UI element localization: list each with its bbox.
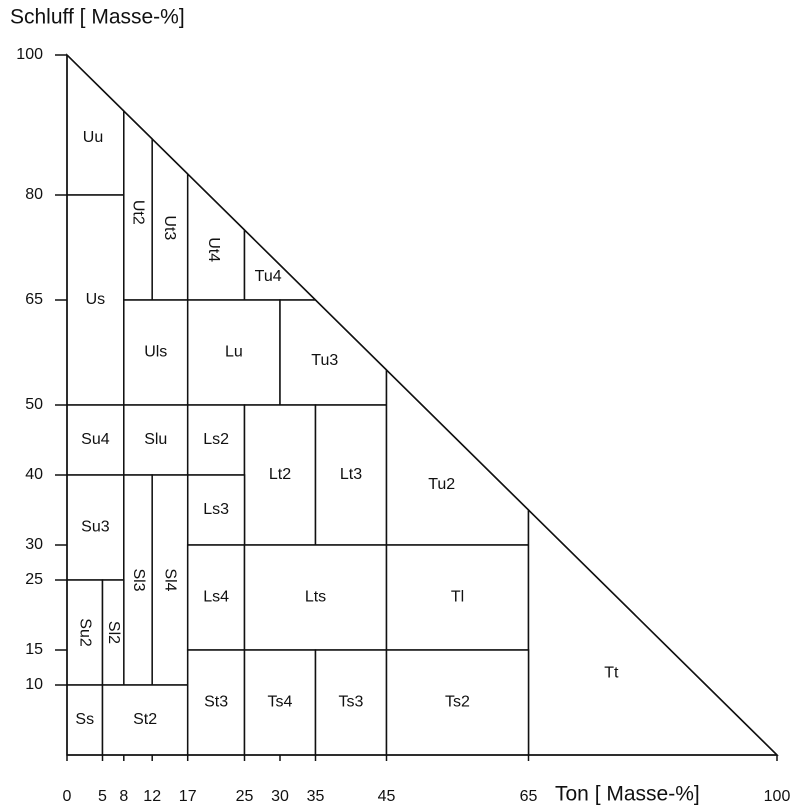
y-tick-label: 50 <box>25 396 43 413</box>
y-tick-label: 30 <box>25 536 43 553</box>
y-tick-label: 65 <box>25 291 43 308</box>
region-label: Sl4 <box>162 568 179 591</box>
y-tick-label: 15 <box>25 641 43 658</box>
region-label: Tl <box>451 589 464 606</box>
x-tick-label: 25 <box>236 788 254 805</box>
x-tick-label: 0 <box>63 788 72 805</box>
y-tick-label: 10 <box>25 676 43 693</box>
soil-region <box>385 368 530 546</box>
region-label: St3 <box>204 694 228 711</box>
x-tick-label: 8 <box>119 788 128 805</box>
region-label: Ss <box>75 711 94 728</box>
x-tick-label: 35 <box>307 788 325 805</box>
region-label: Tu4 <box>255 268 282 285</box>
region-label: Uls <box>144 344 167 361</box>
region-label: Ls3 <box>203 501 229 518</box>
region-label: Us <box>86 291 106 308</box>
region-label: Ut2 <box>129 200 146 225</box>
region-label: Sl2 <box>105 621 122 644</box>
region-label: Su4 <box>81 431 110 448</box>
x-tick-label: 100 <box>764 788 791 805</box>
x-tick-label: 65 <box>520 788 538 805</box>
region-label: Su2 <box>77 618 94 647</box>
region-label: Ts2 <box>445 694 470 711</box>
region-label: Ut3 <box>161 215 178 240</box>
region-label: Tu2 <box>428 476 455 493</box>
region-label: Lt2 <box>269 466 291 483</box>
region-label: St2 <box>133 711 157 728</box>
region-label: Ts3 <box>339 694 364 711</box>
x-tick-label: 12 <box>143 788 161 805</box>
region-label: Ts4 <box>268 694 293 711</box>
region-label: Sl3 <box>130 568 147 591</box>
y-tick-label: 40 <box>25 466 43 483</box>
y-tick-label: 25 <box>25 571 43 588</box>
x-tick-label: 45 <box>378 788 396 805</box>
region-label: Ls4 <box>203 589 229 606</box>
x-tick-label: 17 <box>179 788 197 805</box>
region-label: Su3 <box>81 519 110 536</box>
region-label: Lts <box>305 589 326 606</box>
region-label: Uu <box>83 129 103 146</box>
region-label: Lu <box>225 344 243 361</box>
x-axis-label: Ton [ Masse-%] <box>555 783 700 806</box>
region-label: Ut4 <box>205 237 222 262</box>
x-tick-label: 30 <box>271 788 289 805</box>
region-label: Ls2 <box>203 431 229 448</box>
y-tick-label: 80 <box>25 186 43 203</box>
soil-region <box>66 53 125 196</box>
region-label: Lt3 <box>340 466 362 483</box>
diagonal <box>66 54 778 756</box>
x-tick-label: 5 <box>98 788 107 805</box>
region-label: Tu3 <box>311 352 338 369</box>
region-label: Slu <box>144 431 167 448</box>
y-tick-label: 100 <box>16 46 43 63</box>
region-label: Tt <box>604 665 619 682</box>
y-axis-label: Schluff [ Masse-%] <box>10 6 185 29</box>
